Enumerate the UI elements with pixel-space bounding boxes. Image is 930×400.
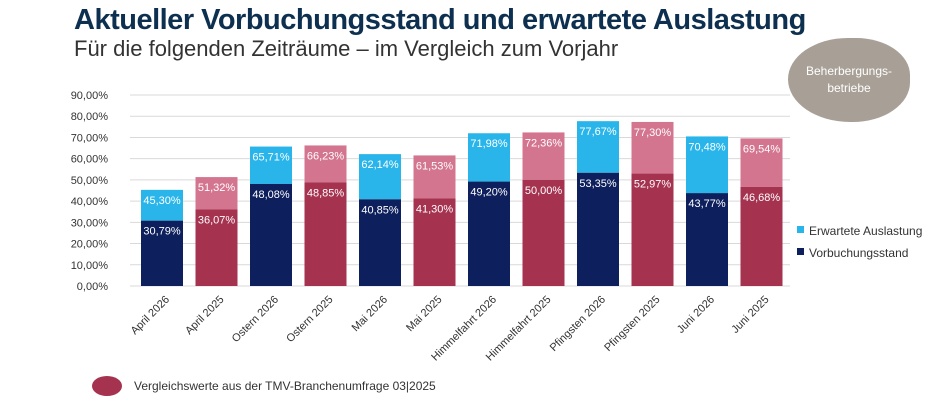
data-label-erwartete: 77,67% [579,126,617,138]
legend-label-vorbuchung: Vorbuchungsstand [809,246,908,260]
footnote: Vergleichswerte aus der TMV-Branchenumfr… [92,376,436,396]
x-tick-label: Mai 2026 [350,294,390,334]
data-label-vorbuchung: 46,68% [743,192,781,204]
data-label-erwartete: 72,36% [525,137,563,149]
x-tick-label: Juni 2026 [675,294,717,336]
bar-vorbuchungsstand [359,199,401,286]
x-tick-label: April 2026 [129,294,173,338]
bar-vorbuchungsstand [413,198,456,286]
bar-vorbuchungsstand [740,186,783,286]
data-label-erwartete: 70,48% [688,141,726,153]
bar-vorbuchungsstand [250,183,292,286]
data-label-vorbuchung: 41,30% [416,203,454,215]
data-label-erwartete: 65,71% [252,152,290,164]
bar-erwartete-auslastung [522,132,565,180]
data-label-vorbuchung: 40,85% [361,204,399,216]
category-badge: Beherbergungs-betriebe [788,38,910,122]
chart-title: Aktueller Vorbuchungsstand und erwartete… [74,4,806,36]
bar-erwartete-auslastung [740,138,783,187]
data-label-erwartete: 77,30% [634,127,672,139]
y-tick-label: 70,00% [71,132,109,144]
bar-vorbuchungsstand [577,172,619,286]
data-label-erwartete: 66,23% [307,150,345,162]
y-tick-label: 30,00% [71,217,109,229]
y-tick-label: 20,00% [71,239,109,251]
badge-label: Beherbergungs-betriebe [805,64,893,95]
y-tick-label: 90,00% [71,90,109,102]
comparison-color-dot [92,376,122,396]
y-tick-label: 50,00% [71,175,109,187]
legend-swatch-vorbuchung [797,248,804,255]
bar-vorbuchungsstand [631,173,674,286]
x-tick-label: Juni 2025 [729,294,771,336]
chart-subtitle: Für die folgenden Zeiträume – im Verglei… [74,36,619,61]
bar-erwartete-auslastung [631,121,674,174]
bar-vorbuchungsstand [468,181,510,286]
data-label-vorbuchung: 52,97% [634,179,672,191]
data-label-erwartete: 51,32% [198,182,236,194]
y-tick-label: 80,00% [71,111,109,123]
data-label-vorbuchung: 48,08% [252,189,290,201]
x-tick-label: Ostern 2026 [230,294,281,345]
y-tick-label: 40,00% [71,196,109,208]
data-label-vorbuchung: 48,85% [307,187,345,199]
x-tick-label: Pfingsten 2026 [548,294,608,354]
x-tick-label: April 2025 [183,294,227,338]
data-label-erwartete: 69,54% [743,143,781,155]
bar-erwartete-auslastung [141,189,183,221]
bar-erwartete-auslastung [686,136,728,194]
data-label-vorbuchung: 53,35% [579,178,617,190]
data-label-erwartete: 71,98% [470,138,508,150]
x-tick-label: Mai 2025 [404,294,444,334]
bar-vorbuchungsstand [522,179,565,286]
data-label-vorbuchung: 43,77% [688,198,726,210]
bar-erwartete-auslastung [468,133,510,182]
bar-vorbuchungsstand [195,209,238,286]
x-tick-label: Pfingsten 2025 [602,294,662,354]
data-label-erwartete: 45,30% [143,195,181,207]
bar-vorbuchungsstand [686,193,728,286]
y-tick-label: 10,00% [71,260,109,272]
data-label-erwartete: 62,14% [361,159,399,171]
bar-erwartete-auslastung [359,154,401,200]
bar-erwartete-auslastung [577,121,619,173]
data-label-vorbuchung: 36,07% [198,214,236,226]
data-label-vorbuchung: 49,20% [470,187,508,199]
y-tick-label: 60,00% [71,154,109,166]
bar-vorbuchungsstand [141,220,183,286]
data-label-erwartete: 61,53% [416,160,454,172]
bar-erwartete-auslastung [195,177,238,210]
bar-vorbuchungsstand [304,182,347,286]
bar-erwartete-auslastung [304,145,347,183]
legend-label-erwartete: Erwartete Auslastung [809,224,922,238]
bar-erwartete-auslastung [413,155,456,199]
y-tick-label: 0,00% [77,281,108,293]
x-tick-label: Ostern 2025 [284,294,335,345]
bar-erwartete-auslastung [250,146,292,184]
legend-swatch-erwartete [797,226,804,233]
data-label-vorbuchung: 50,00% [525,185,563,197]
data-label-vorbuchung: 30,79% [143,226,181,238]
footnote-text: Vergleichswerte aus der TMV-Branchenumfr… [134,379,436,393]
